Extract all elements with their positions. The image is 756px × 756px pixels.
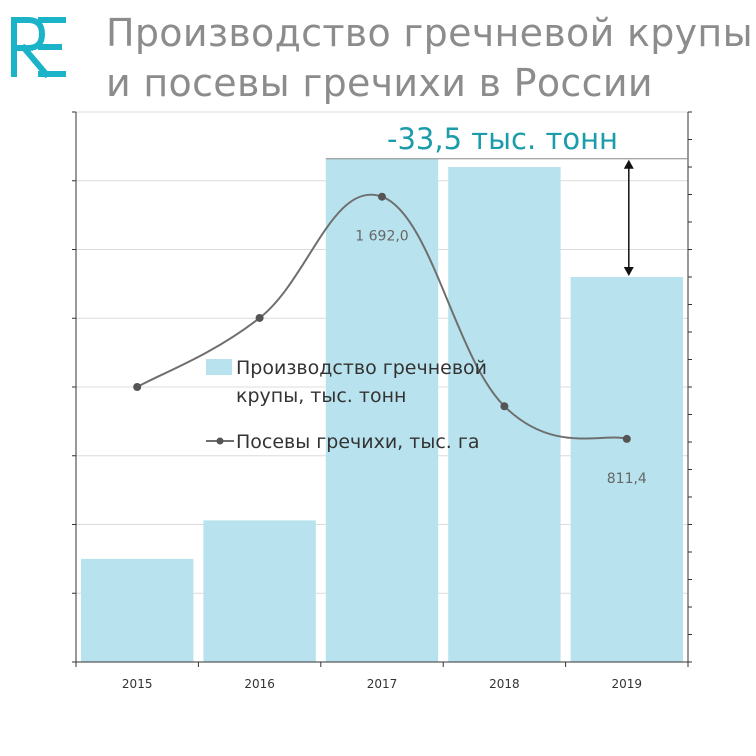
bar-2017 <box>325 158 439 662</box>
legend-bar-swatch <box>206 359 232 375</box>
annotation-text: -33,5 тыс. тонн <box>387 122 618 156</box>
title-line-1: Производство гречневой крупы <box>106 11 753 55</box>
legend-line-marker <box>216 437 224 445</box>
x-tick-label-2019: 2019 <box>612 677 643 691</box>
bar-2019 <box>570 277 683 662</box>
line-series-sowing <box>136 193 628 440</box>
annotation-arrow-head-down <box>623 267 634 276</box>
x-tick-label-2016: 2016 <box>244 677 275 691</box>
bar-2015 <box>81 558 194 662</box>
bar-2018 <box>448 167 561 662</box>
line-point-2019 <box>622 434 631 443</box>
re-logo-icon <box>11 17 66 79</box>
legend-label-bars-line2: крупы, тыс. тонн <box>236 385 406 407</box>
x-tick-label-2018: 2018 <box>489 677 520 691</box>
chart-title: Производство гречневой крупы и посевы гр… <box>106 8 753 108</box>
line-point-2016 <box>255 313 264 322</box>
line-point-2015 <box>133 383 142 391</box>
line-point-2017 <box>378 192 386 201</box>
x-tick-label-2017: 2017 <box>367 677 398 691</box>
line-point-2018 <box>500 402 509 411</box>
data-label-2017: 1 692,0 <box>355 229 408 245</box>
legend-label-bars-line1: Производство гречневой <box>236 357 487 379</box>
annotation-arrow-head-up <box>623 159 634 169</box>
bar-2016 <box>203 520 316 662</box>
x-tick-label-2015: 2015 <box>122 677 153 691</box>
legend-label-line: Посевы гречихи, тыс. га <box>236 431 479 453</box>
title-line-2: и посевы гречихи в России <box>106 61 653 105</box>
data-label-2019: 811,4 <box>607 471 647 487</box>
